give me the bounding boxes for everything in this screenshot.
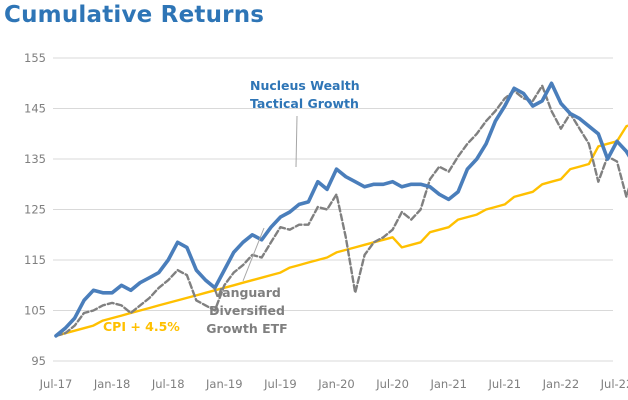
y-tick-label: 125 bbox=[24, 203, 46, 217]
grid bbox=[53, 57, 613, 362]
series-label: Vanguard bbox=[213, 285, 281, 300]
x-tick-label: Jul-18 bbox=[151, 377, 185, 391]
series-label: Nucleus Wealth bbox=[250, 78, 360, 93]
series-label: Growth ETF bbox=[206, 321, 287, 336]
y-tick-label: 105 bbox=[24, 304, 46, 318]
annotation-leader bbox=[295, 115, 298, 168]
series-line-2 bbox=[54, 124, 628, 337]
series-label: CPI + 4.5% bbox=[103, 319, 180, 334]
y-axis: 95 105 115 125 135 145 155 bbox=[24, 51, 46, 368]
series-line-1 bbox=[54, 84, 628, 337]
y-tick-label: 145 bbox=[24, 102, 46, 116]
series-label: Diversified bbox=[209, 303, 285, 318]
x-tick-label: Jan-20 bbox=[317, 377, 355, 391]
x-tick-label: Jan-22 bbox=[542, 377, 580, 391]
series-group bbox=[54, 81, 628, 338]
x-tick-label: Jul-17 bbox=[39, 377, 73, 391]
x-tick-label: Jul-22 bbox=[600, 377, 628, 391]
y-tick-label: 155 bbox=[24, 51, 46, 65]
series-line-0 bbox=[54, 81, 628, 338]
annotation-leader bbox=[242, 227, 265, 282]
x-tick-label: Jan-19 bbox=[205, 377, 243, 391]
y-tick-label: 115 bbox=[24, 253, 46, 267]
chart-title: Cumulative Returns bbox=[4, 2, 265, 28]
series-label: Tactical Growth bbox=[250, 96, 359, 111]
annotations: Nucleus Wealth Tactical Growth Vanguard Div… bbox=[103, 78, 360, 336]
x-tick-label: Jul-19 bbox=[263, 377, 297, 391]
x-axis: Jul-17 Jan-18 Jul-18 Jan-19 Jul-19 Jan-20 Jul-… bbox=[39, 377, 628, 391]
x-tick-label: Jan-18 bbox=[93, 377, 131, 391]
x-tick-label: Jul-20 bbox=[375, 377, 409, 391]
x-tick-label: Jul-21 bbox=[487, 377, 521, 391]
y-tick-label: 135 bbox=[24, 152, 46, 166]
y-tick-label: 95 bbox=[31, 354, 46, 368]
x-tick-label: Jan-21 bbox=[429, 377, 467, 391]
